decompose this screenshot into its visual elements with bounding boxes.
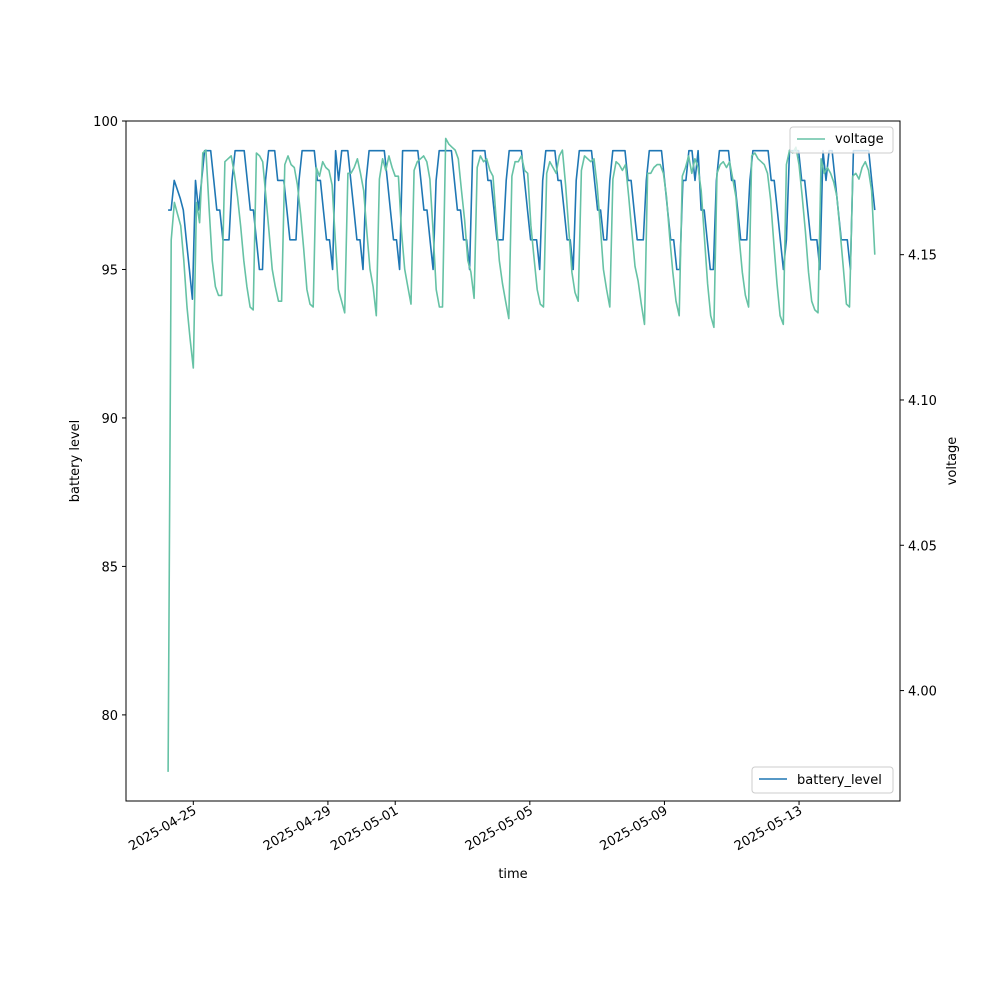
y-axis-label: battery level <box>68 420 83 503</box>
y-axis-right-label: voltage <box>945 437 960 486</box>
y-tick-label: 100 <box>93 115 118 130</box>
y-right-tick-label: 4.10 <box>908 394 937 409</box>
legend-voltage-box <box>789 126 894 154</box>
series-line-voltage <box>167 137 876 772</box>
y-tick-label: 95 <box>101 263 118 278</box>
y-right-tick-label: 4.05 <box>908 539 937 554</box>
legend-voltage: voltage <box>789 126 894 154</box>
y-right-tick-label: 4.00 <box>908 685 937 700</box>
x-axis-label: time <box>498 867 527 882</box>
series-line-battery-level <box>168 149 876 301</box>
legend-battery-level: battery_level <box>751 766 894 794</box>
y-right-tick-label: 4.15 <box>908 249 937 264</box>
legend-voltage-label: voltage <box>835 132 884 147</box>
series-layer <box>167 137 876 772</box>
y-tick-label: 80 <box>101 709 118 724</box>
plot-frame <box>125 120 901 802</box>
y-tick-label: 90 <box>101 412 118 427</box>
legend-battery-level-box <box>751 766 894 794</box>
y-tick-label: 85 <box>101 560 118 575</box>
legend-battery-level-label: battery_level <box>797 773 882 788</box>
